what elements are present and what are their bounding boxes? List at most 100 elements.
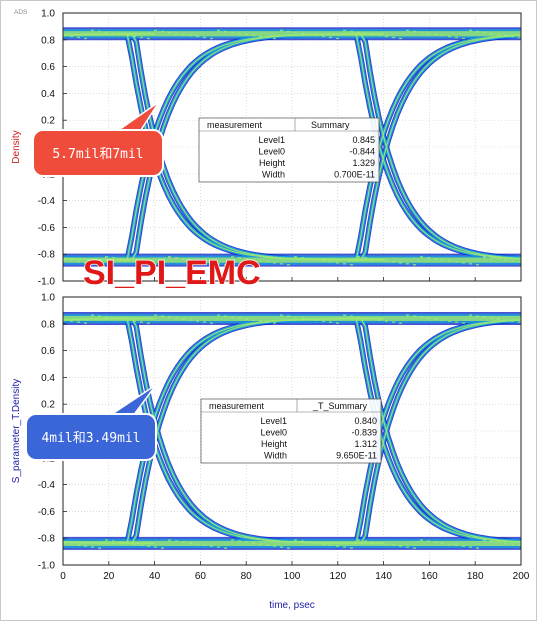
- noise-mark: [469, 314, 472, 316]
- y-axis-label: Density: [11, 130, 22, 163]
- noise-mark: [231, 316, 234, 318]
- noise-mark: [189, 542, 192, 544]
- noise-mark: [441, 259, 444, 261]
- noise-mark: [126, 542, 129, 544]
- noise-mark: [168, 539, 171, 541]
- noise-mark: [287, 315, 290, 317]
- noise-mark: [252, 259, 255, 261]
- noise-mark: [511, 543, 514, 545]
- noise-mark: [112, 540, 115, 542]
- table-row-value: -0.844: [349, 147, 375, 157]
- callout-text: 4mil和3.49mil: [41, 431, 140, 446]
- noise-mark: [287, 264, 290, 266]
- y-tick-label: -1.0: [38, 561, 56, 572]
- noise-mark: [273, 37, 276, 40]
- noise-mark: [238, 32, 241, 35]
- noise-mark: [231, 31, 234, 34]
- noise-mark: [378, 542, 381, 544]
- eye-band-3: [63, 31, 521, 263]
- noise-mark: [511, 35, 514, 38]
- noise-mark: [91, 29, 94, 32]
- noise-mark: [399, 37, 402, 40]
- callout-bubble: 5.7mil和7mil: [32, 101, 164, 177]
- noise-mark: [252, 542, 255, 544]
- noise-mark: [441, 319, 444, 321]
- noise-mark: [371, 33, 374, 36]
- noise-mark: [175, 257, 178, 259]
- noise-mark: [448, 320, 451, 322]
- noise-mark: [497, 541, 500, 543]
- noise-mark: [217, 546, 220, 548]
- noise-mark: [63, 542, 66, 544]
- noise-mark: [287, 30, 290, 33]
- noise-mark: [483, 539, 486, 541]
- table-row-label: Width: [262, 170, 285, 180]
- noise-mark: [350, 264, 353, 266]
- noise-mark: [182, 258, 185, 260]
- noise-mark: [427, 540, 430, 542]
- y-tick-label: 0.4: [41, 89, 55, 100]
- noise-mark: [357, 31, 360, 34]
- eye-trace-rise: [118, 317, 384, 545]
- noise-mark: [224, 30, 227, 33]
- noise-mark: [511, 320, 514, 322]
- table-row-value: 1.312: [354, 439, 377, 449]
- noise-mark: [126, 34, 129, 37]
- noise-mark: [434, 318, 437, 320]
- noise-mark: [497, 318, 500, 320]
- x-tick-label: 180: [467, 571, 484, 582]
- noise-mark: [98, 264, 101, 266]
- noise-mark: [294, 539, 297, 541]
- noise-mark: [98, 30, 101, 33]
- noise-mark: [287, 547, 290, 549]
- noise-mark: [133, 320, 136, 322]
- noise-mark: [364, 32, 367, 35]
- noise-mark: [294, 316, 297, 318]
- noise-mark: [399, 262, 402, 264]
- noise-mark: [469, 29, 472, 32]
- eye-trace-rise: [63, 317, 155, 321]
- noise-mark: [378, 319, 381, 321]
- noise-mark: [490, 317, 493, 319]
- noise-mark: [462, 262, 465, 264]
- noise-mark: [105, 256, 108, 258]
- eye-trace-rise: [347, 319, 521, 545]
- noise-mark: [308, 258, 311, 260]
- noise-mark: [203, 36, 206, 39]
- x-tick-label: 80: [241, 571, 253, 582]
- y-tick-label: 0.8: [41, 319, 55, 330]
- noise-mark: [413, 547, 416, 549]
- noise-mark: [105, 31, 108, 34]
- noise-mark: [441, 542, 444, 544]
- noise-mark: [294, 31, 297, 34]
- noise-mark: [182, 541, 185, 543]
- noise-mark: [462, 37, 465, 40]
- noise-mark: [126, 319, 129, 321]
- noise-mark: [392, 321, 395, 323]
- noise-mark: [497, 258, 500, 260]
- noise-mark: [147, 545, 150, 547]
- noise-mark: [392, 36, 395, 39]
- noise-mark: [217, 29, 220, 32]
- noise-mark: [231, 256, 234, 258]
- noise-mark: [476, 315, 479, 317]
- noise-mark: [140, 321, 143, 323]
- noise-mark: [448, 260, 451, 262]
- noise-mark: [266, 261, 269, 263]
- noise-mark: [301, 257, 304, 259]
- noise-mark: [182, 318, 185, 320]
- noise-mark: [385, 320, 388, 322]
- noise-mark: [224, 264, 227, 266]
- noise-mark: [189, 319, 192, 321]
- noise-mark: [357, 316, 360, 318]
- table-header-summary: Summary: [311, 120, 350, 130]
- noise-mark: [217, 263, 220, 265]
- table-row-label: Level0: [258, 147, 285, 157]
- noise-mark: [406, 546, 409, 548]
- noise-mark: [175, 317, 178, 319]
- noise-mark: [238, 540, 241, 542]
- noise-mark: [371, 258, 374, 260]
- table-row-label: Height: [259, 158, 286, 168]
- noise-mark: [455, 321, 458, 323]
